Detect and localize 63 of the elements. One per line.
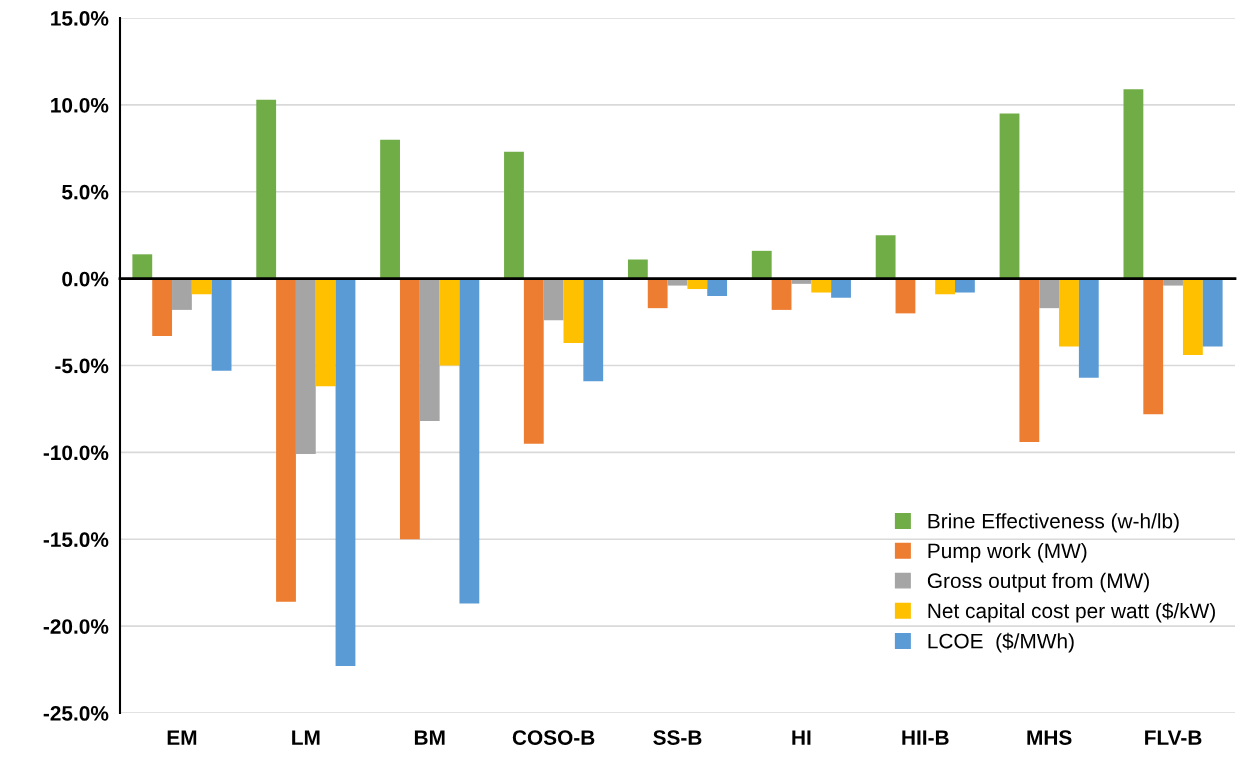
bar: [831, 278, 851, 298]
bar: [295, 278, 316, 455]
x-tick-label: HI: [792, 730, 811, 745]
bar: [955, 278, 975, 293]
x-tick-label: MHS: [1027, 730, 1072, 745]
bar: [172, 278, 192, 310]
bar: [771, 278, 792, 310]
bar: [523, 278, 544, 444]
legend-label: Brine Effectiveness (w-h/lb): [928, 513, 1179, 533]
bar: [1059, 278, 1079, 347]
y-tick-label: 0.0%: [62, 271, 109, 287]
bar: [1202, 278, 1223, 347]
bar: [1182, 278, 1203, 356]
legend-label: Net capital cost per watt ($/kW): [928, 602, 1215, 623]
y-tick-label: -5.0%: [55, 358, 109, 374]
bar: [543, 278, 564, 321]
x-tick-label: BM: [414, 730, 445, 745]
x-tick-label: COSO-B: [512, 730, 595, 745]
bar: [380, 139, 400, 279]
bar: [583, 278, 604, 382]
y-tick-label: 10.0%: [51, 97, 109, 113]
bar: [504, 151, 524, 279]
bar: [256, 99, 277, 279]
bar: [875, 235, 896, 279]
bar: [211, 278, 232, 371]
y-tick-label: -15.0%: [43, 532, 109, 547]
bar: [315, 278, 336, 387]
bar: [751, 250, 772, 279]
bar: [191, 278, 212, 295]
bar: [399, 278, 420, 540]
legend-label: Pump work (MW): [928, 542, 1087, 563]
bar: [132, 254, 153, 279]
bar: [811, 278, 832, 293]
x-tick-label: SS-B: [653, 730, 702, 745]
bar: [152, 278, 173, 336]
bar: [707, 278, 728, 296]
bar: [439, 278, 460, 366]
x-tick-label: EM: [167, 730, 197, 745]
x-tick-label: LM: [292, 730, 320, 745]
bar: [276, 278, 296, 602]
bar: [419, 278, 440, 422]
bar: [1123, 89, 1144, 279]
y-tick-label: -10.0%: [43, 445, 109, 461]
y-tick-label: 5.0%: [62, 184, 109, 200]
y-tick-label: 15.0%: [51, 11, 109, 26]
bar: [895, 278, 916, 314]
bar: [335, 278, 356, 667]
legend-label: Gross output from (MW): [927, 572, 1149, 593]
bar: [1143, 278, 1164, 415]
x-tick-label: FLV-B: [1145, 730, 1202, 745]
y-tick-label: -25.0%: [43, 706, 109, 721]
bar: [935, 278, 956, 295]
bar: [1019, 278, 1040, 442]
bar: [563, 278, 584, 343]
legend-label: LCOE ($/MWh): [928, 632, 1074, 653]
bar: [627, 259, 648, 279]
x-tick-label: HII-B: [902, 730, 949, 745]
bar: [1078, 278, 1099, 378]
bar: [1039, 278, 1060, 309]
bar: [647, 278, 668, 309]
y-tick-label: -20.0%: [43, 619, 109, 634]
bar: [999, 113, 1020, 279]
bar: [459, 278, 480, 604]
